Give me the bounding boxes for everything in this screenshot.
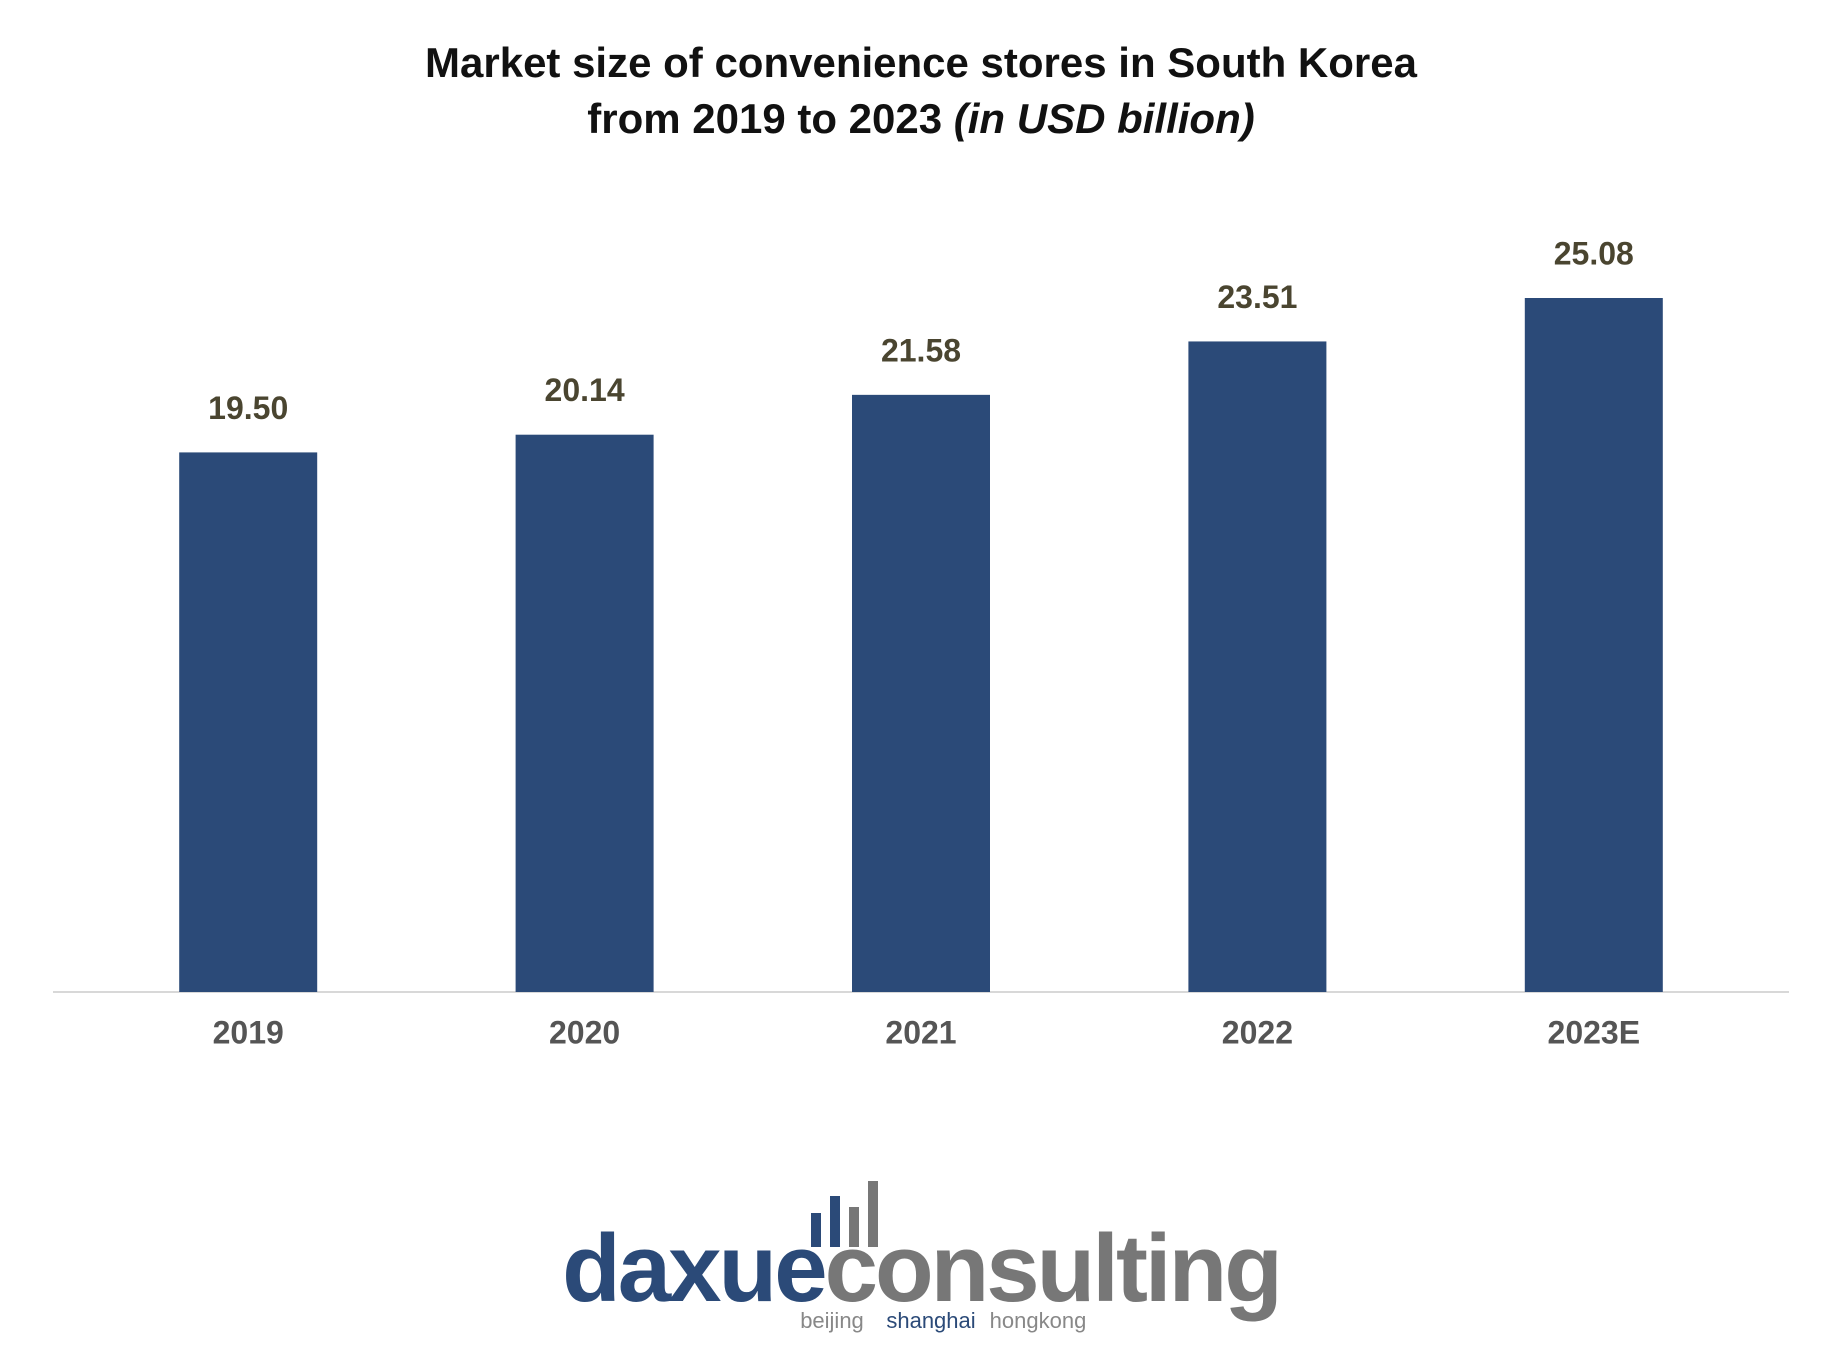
logo: daxueconsulting beijing shanghai hongkon… — [562, 1181, 1283, 1333]
value-label: 25.08 — [1554, 235, 1634, 271]
chart-title: from 2019 to 2023 (in USD billion) — [587, 95, 1254, 142]
logo-icon — [811, 1213, 821, 1247]
x-tick-label: 2020 — [549, 1014, 620, 1050]
value-label: 20.14 — [545, 372, 625, 408]
logo-icon — [830, 1196, 840, 1247]
chart-title: from 2019 to 2023 — [587, 95, 942, 142]
x-tick-label: 2021 — [885, 1014, 956, 1050]
x-tick-label: 2019 — [213, 1014, 284, 1050]
logo-brand: consulting — [825, 1215, 1280, 1322]
logo-text: daxueconsulting — [562, 1215, 1280, 1322]
x-tick-label: 2023E — [1548, 1014, 1641, 1050]
bar — [852, 394, 990, 992]
bar — [1524, 298, 1663, 992]
bar — [179, 452, 318, 992]
x-tick-label: 2022 — [1222, 1014, 1293, 1050]
logo-city: shanghai — [886, 1308, 975, 1333]
logo-icon — [849, 1207, 859, 1247]
logo-city: beijing — [800, 1308, 864, 1333]
logo-icon — [868, 1181, 878, 1247]
logo-city: hongkong — [990, 1308, 1087, 1333]
value-label: 21.58 — [881, 332, 961, 368]
value-label: 23.51 — [1217, 279, 1297, 315]
bar — [1188, 341, 1327, 992]
chart-unit: (in USD billion) — [954, 95, 1255, 142]
value-label: 19.50 — [208, 390, 288, 426]
chart-title: Market size of convenience stores in Sou… — [425, 39, 1418, 86]
bar — [515, 434, 654, 992]
logo-brand: daxue — [562, 1215, 825, 1322]
